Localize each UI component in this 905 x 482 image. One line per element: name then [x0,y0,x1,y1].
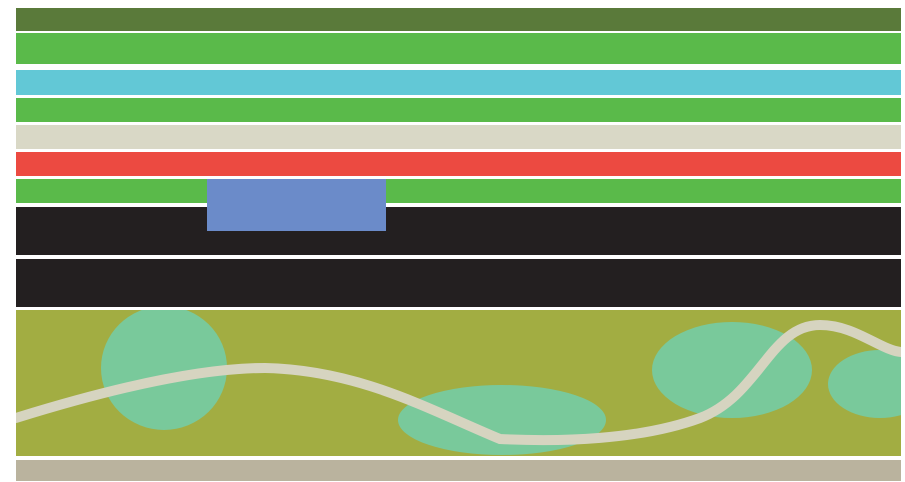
lane-water [16,70,901,95]
lane-top-dark-grass [16,8,901,31]
lane-red [16,152,901,176]
lane-grass-1 [16,33,901,64]
lane-grass-2 [16,98,901,122]
winding-trail [16,319,901,446]
lane-sidewalk [16,125,901,149]
lane-road-2 [16,259,901,307]
lane-road-1 [16,207,901,255]
pond-left [101,310,227,430]
pond-far-right [828,350,901,418]
lane-grass-3 [16,179,901,203]
lane-path-strip [16,460,901,481]
player-block[interactable] [207,179,386,231]
